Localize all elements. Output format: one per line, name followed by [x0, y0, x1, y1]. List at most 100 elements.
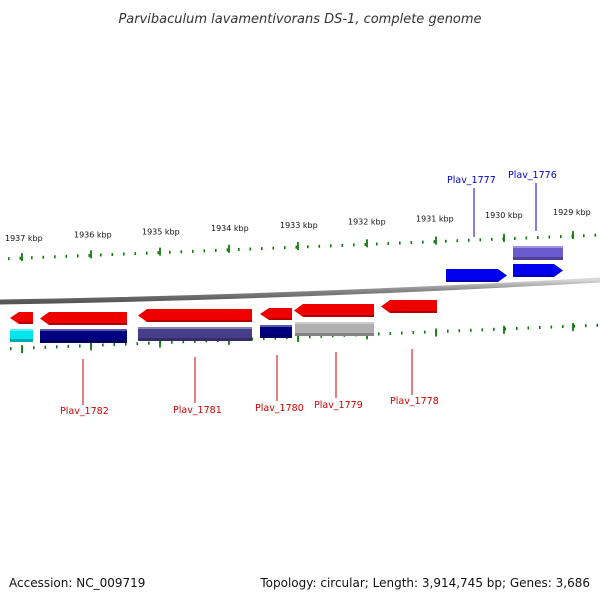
minor-tick [330, 244, 332, 248]
minor-tick [10, 347, 12, 351]
minor-tick [146, 251, 148, 255]
gene-label[interactable]: Plav_1779 [314, 400, 363, 411]
minor-tick [307, 245, 309, 249]
minor-tick [31, 256, 33, 260]
minor-tick [42, 255, 45, 259]
minor-tick [238, 247, 240, 251]
gene-label[interactable]: Plav_1782 [60, 406, 109, 417]
minor-tick [562, 325, 564, 329]
map-title: Parvibaculum lavamentivorans DS-1, compl… [118, 12, 481, 27]
tick-label: 1933 kbp [280, 221, 318, 230]
minor-tick [479, 238, 482, 242]
gene-feature-bar [40, 329, 127, 343]
gene-arrow [446, 269, 507, 282]
accession-text: Accession: NC_009719 [9, 576, 146, 590]
minor-tick [583, 234, 585, 238]
minor-tick [410, 241, 413, 245]
major-tick [572, 231, 574, 240]
minor-tick [249, 247, 252, 251]
minor-tick [123, 252, 125, 256]
major-tick [503, 325, 505, 334]
minor-tick [445, 239, 447, 243]
minor-tick [470, 328, 472, 332]
genome-backbone [0, 277, 600, 305]
major-tick [435, 328, 437, 337]
minor-tick [468, 238, 470, 242]
minor-tick [194, 339, 196, 343]
minor-tick [378, 332, 380, 336]
gene-label[interactable]: Plav_1781 [173, 405, 222, 416]
minor-tick [433, 240, 436, 244]
tick-label: 1936 kbp [74, 231, 112, 240]
gene-arrow [40, 312, 127, 325]
minor-tick [192, 249, 194, 253]
minor-tick [491, 237, 493, 241]
minor-tick [504, 327, 507, 331]
gene-arrow [513, 264, 563, 277]
gene-label[interactable]: Plav_1780 [255, 403, 304, 414]
tick-label: 1935 kbp [142, 227, 180, 236]
minor-tick [203, 249, 206, 253]
gene-feature-bar [295, 322, 374, 336]
major-tick [435, 236, 437, 245]
major-tick [366, 239, 368, 248]
minor-tick [389, 332, 392, 335]
minor-tick [412, 331, 415, 335]
minor-tick [548, 235, 551, 239]
minor-tick [353, 243, 355, 247]
major-tick [228, 244, 230, 253]
major-tick [297, 242, 299, 251]
minor-tick [481, 328, 484, 332]
minor-tick [134, 252, 137, 256]
gene-feature-bar [138, 327, 252, 341]
minor-tick [376, 242, 378, 246]
tick-label: 1930 kbp [485, 211, 523, 220]
major-tick [90, 342, 92, 351]
gene-label[interactable]: Plav_1778 [390, 396, 439, 407]
minor-tick [458, 329, 461, 333]
gene-label[interactable]: Plav_1777 [447, 175, 496, 186]
major-tick [21, 253, 23, 262]
minor-tick [318, 244, 321, 248]
minor-tick [596, 323, 599, 327]
tick-label: 1931 kbp [416, 214, 454, 223]
minor-tick [364, 242, 367, 246]
minor-tick [226, 248, 229, 252]
minor-tick [447, 329, 449, 333]
gene-labels: Plav_1776 Plav_1777 Plav_1778 Plav_1779 Plav… [60, 170, 557, 417]
minor-tick [136, 342, 139, 346]
minor-tick [422, 240, 424, 244]
scale-tick-labels: 1937 kbp 1936 kbp 1935 kbp 1934 kbp 1933 kbp… [5, 208, 591, 243]
minor-tick [54, 255, 56, 259]
minor-tick [125, 342, 127, 346]
minor-tick [100, 253, 102, 257]
minor-tick [261, 247, 263, 251]
minor-tick [539, 326, 541, 330]
minor-tick [585, 324, 587, 328]
gene-arrow [381, 300, 437, 313]
minor-tick [493, 327, 495, 331]
minor-tick [111, 253, 114, 257]
gene-feature-bar [513, 246, 563, 260]
minor-tick [102, 343, 104, 347]
minor-tick [180, 250, 183, 254]
major-tick [90, 250, 92, 259]
minor-tick [514, 236, 516, 240]
gene-arrow [294, 304, 374, 317]
gene-feature-bar [260, 325, 292, 338]
major-tick [159, 339, 161, 348]
minor-tick [157, 251, 160, 255]
minor-tick [295, 245, 298, 249]
minor-tick [560, 235, 562, 239]
major-tick [572, 323, 574, 332]
minor-tick [148, 341, 150, 345]
minor-tick [215, 248, 217, 252]
gene-arrow [10, 312, 33, 324]
tick-label: 1937 kbp [5, 234, 43, 243]
major-tick [159, 247, 161, 256]
minor-tick [456, 239, 459, 243]
minor-tick [19, 256, 22, 260]
minor-tick [56, 345, 58, 349]
gene-label[interactable]: Plav_1776 [508, 170, 557, 181]
